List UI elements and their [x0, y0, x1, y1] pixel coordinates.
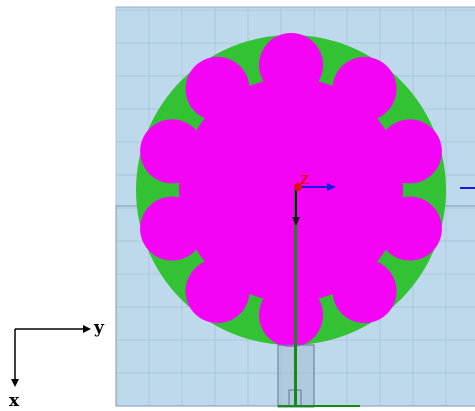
flower-patch: [140, 33, 442, 347]
patch-petal: [185, 56, 250, 121]
orientation-x-arrowhead: [11, 379, 19, 387]
orientation-y-arrowhead: [83, 325, 91, 333]
patch-petal: [140, 196, 205, 261]
patch-center: [179, 78, 403, 302]
patch-petal: [332, 259, 397, 324]
origin-marker: [294, 183, 302, 191]
feed-line: [294, 190, 297, 407]
patch-petal: [377, 196, 442, 261]
x-axis-label: x: [9, 391, 20, 411]
local-x-arrowhead: [292, 217, 300, 226]
patch-petal: [140, 119, 205, 184]
patch-petal: [332, 56, 397, 121]
patch-petal: [259, 283, 323, 347]
local-y-arrowhead: [327, 183, 336, 191]
patch-petal: [259, 33, 323, 97]
z-axis-label: Z: [300, 173, 309, 187]
patch-petal: [377, 119, 442, 184]
y-axis-label: y: [94, 318, 104, 338]
patch-petal: [185, 259, 250, 324]
